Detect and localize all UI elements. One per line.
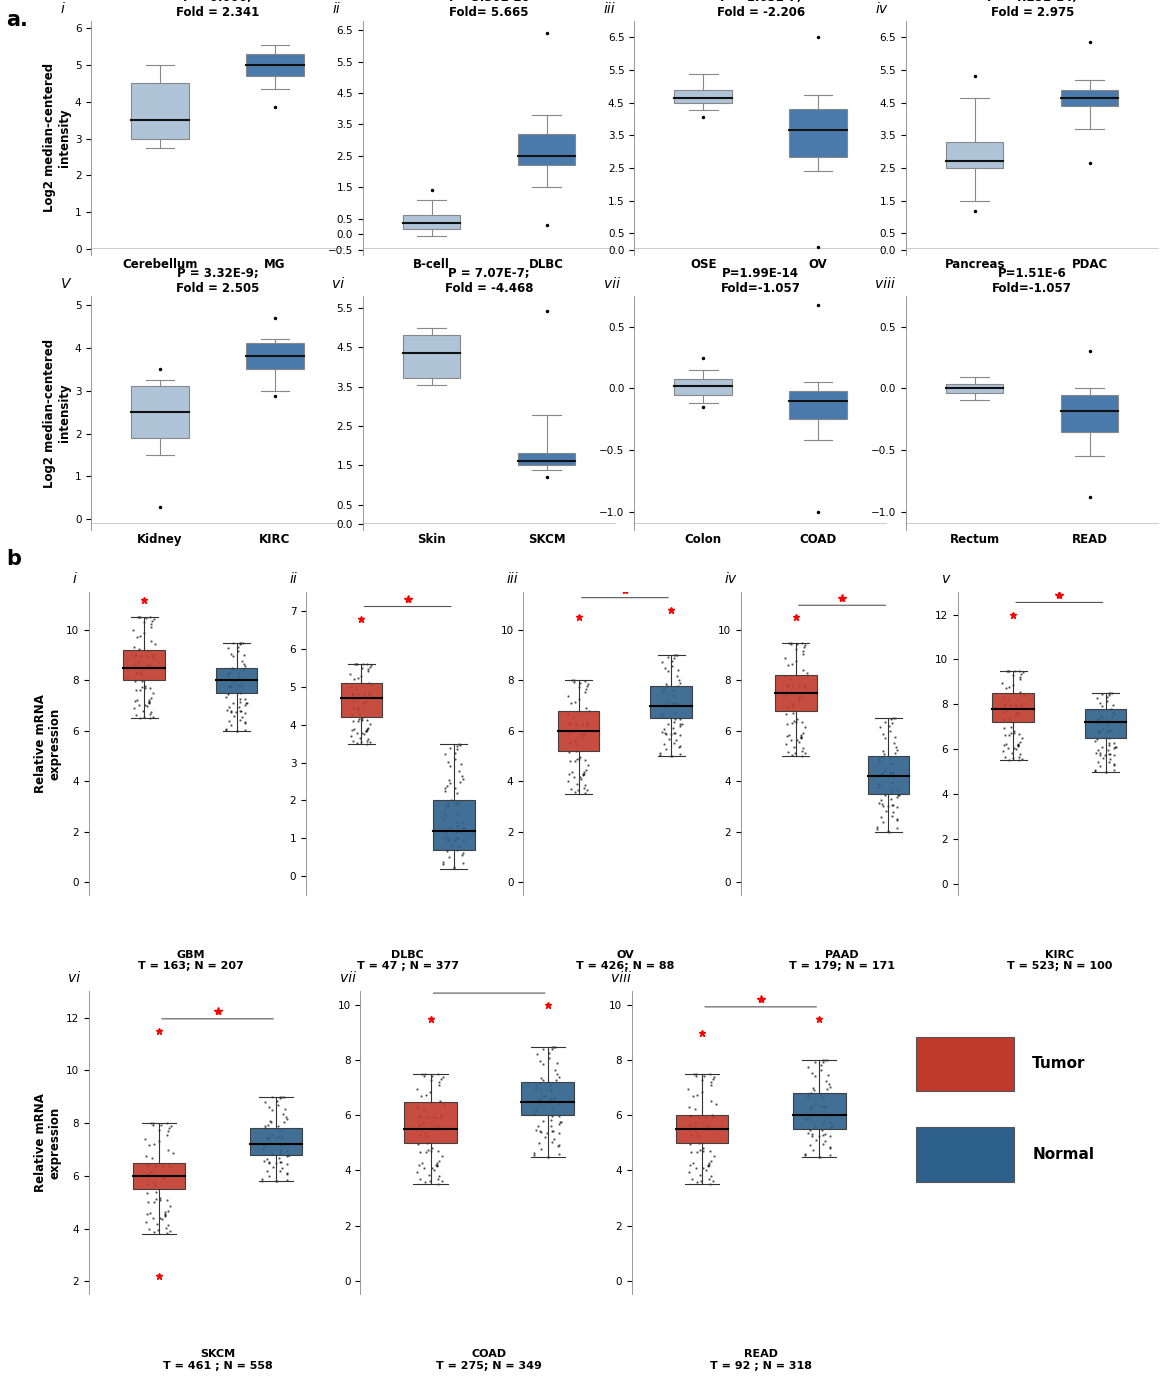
Bar — [403, 215, 460, 229]
Text: vii: vii — [340, 971, 356, 986]
Bar — [250, 1128, 303, 1155]
Text: V: V — [61, 277, 70, 292]
Text: i: i — [72, 571, 76, 587]
Text: vi: vi — [333, 277, 345, 292]
Text: i: i — [61, 1, 64, 17]
Bar — [993, 693, 1034, 723]
Text: iv: iv — [876, 1, 888, 17]
Bar — [651, 686, 691, 719]
Text: b: b — [6, 548, 21, 569]
Bar — [517, 453, 576, 465]
Bar — [1061, 395, 1119, 431]
Bar — [216, 668, 257, 693]
Bar — [246, 343, 304, 369]
Bar — [1085, 709, 1126, 738]
Bar — [433, 800, 474, 850]
Text: viii: viii — [876, 277, 896, 292]
Bar — [790, 109, 847, 157]
Y-axis label: Relative mRNA
expression: Relative mRNA expression — [34, 1093, 62, 1192]
Text: SKCM
T = 461 ; N = 558: SKCM T = 461 ; N = 558 — [162, 1349, 272, 1370]
Text: GBM
T = 163; N = 207: GBM T = 163; N = 207 — [138, 950, 243, 971]
Text: vii: vii — [604, 277, 620, 292]
Title: P=1.99E-14
Fold=-1.057: P=1.99E-14 Fold=-1.057 — [721, 267, 800, 295]
Bar — [246, 54, 304, 76]
Text: COAD
T = 275; N = 349: COAD T = 275; N = 349 — [436, 1349, 542, 1370]
Bar — [404, 1102, 457, 1143]
Y-axis label: Relative mRNA
expression: Relative mRNA expression — [34, 694, 62, 793]
Bar — [131, 84, 189, 139]
Text: ii: ii — [333, 1, 340, 17]
Bar — [558, 711, 599, 752]
Bar — [946, 384, 1003, 394]
Title: P = 3.32E-9;
Fold = 2.505: P = 3.32E-9; Fold = 2.505 — [176, 267, 259, 295]
Title: P = 4.25E-14;
Fold = 2.975: P = 4.25E-14; Fold = 2.975 — [987, 0, 1077, 19]
Bar — [946, 142, 1003, 168]
Bar — [1061, 91, 1119, 106]
Text: Normal: Normal — [1033, 1147, 1094, 1162]
Bar — [776, 676, 816, 711]
Title: P = 0.006;
Fold = 2.341: P = 0.006; Fold = 2.341 — [176, 0, 259, 19]
Text: v: v — [941, 571, 950, 587]
Bar — [674, 90, 732, 102]
Text: Tumor: Tumor — [1033, 1056, 1086, 1071]
Bar — [521, 1082, 573, 1115]
Text: READ
T = 92 ; N = 318: READ T = 92 ; N = 318 — [710, 1349, 812, 1370]
Bar — [341, 683, 382, 717]
Text: iii: iii — [604, 1, 616, 17]
Text: viii: viii — [611, 971, 631, 986]
Text: KIRC
T = 523; N = 100: KIRC T = 523; N = 100 — [1007, 950, 1112, 971]
Bar — [790, 391, 847, 419]
Bar — [674, 379, 732, 395]
Text: ii: ii — [290, 571, 298, 587]
Bar — [131, 387, 189, 438]
Text: iv: iv — [724, 571, 736, 587]
Title: P= 3.30E-20
Fold= 5.665: P= 3.30E-20 Fold= 5.665 — [449, 0, 529, 19]
Text: a.: a. — [6, 10, 28, 30]
Bar — [793, 1093, 846, 1129]
Y-axis label: Log2 median-centered
intensity: Log2 median-centered intensity — [42, 339, 70, 487]
Text: iii: iii — [507, 571, 519, 587]
Bar — [868, 756, 909, 795]
Bar — [133, 1162, 186, 1188]
Bar — [517, 134, 576, 165]
Bar — [676, 1115, 729, 1143]
Text: PAAD
T = 179; N = 171: PAAD T = 179; N = 171 — [790, 950, 895, 971]
Text: DLBC
T = 47 ; N = 377: DLBC T = 47 ; N = 377 — [356, 950, 459, 971]
Bar — [403, 335, 460, 377]
Title: P = 1.03E-7;
Fold = -2.206: P = 1.03E-7; Fold = -2.206 — [717, 0, 805, 19]
Text: OV
T = 426; N = 88: OV T = 426; N = 88 — [576, 950, 674, 971]
Title: P=1.51E-6
Fold=-1.057: P=1.51E-6 Fold=-1.057 — [993, 267, 1072, 295]
Title: P = 7.07E-7;
Fold = -4.468: P = 7.07E-7; Fold = -4.468 — [445, 267, 534, 295]
Y-axis label: Log2 median-centered
intensity: Log2 median-centered intensity — [42, 63, 70, 212]
Text: vi: vi — [68, 971, 81, 986]
Bar — [917, 1128, 1014, 1181]
Bar — [124, 650, 165, 680]
Bar — [917, 1037, 1014, 1091]
